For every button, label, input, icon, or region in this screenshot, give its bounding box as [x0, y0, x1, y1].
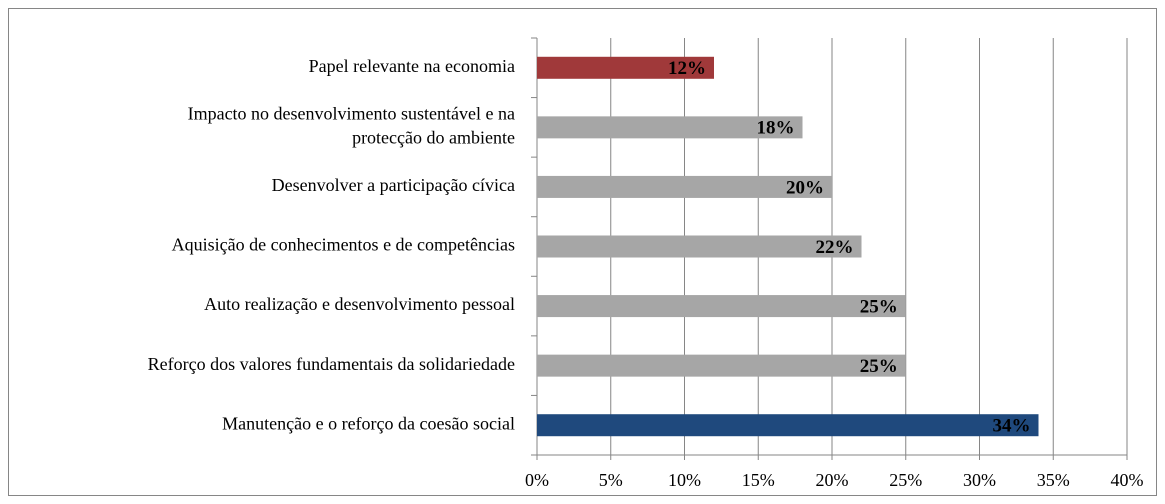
y-tick-label: Reforço dos valores fundamentais da soli… [148, 354, 515, 374]
bar [537, 354, 906, 377]
bar [537, 116, 803, 139]
value-label: 22% [816, 237, 854, 258]
value-label: 25% [860, 356, 898, 377]
value-label: 12% [668, 58, 706, 79]
x-tick-label: 0% [525, 470, 549, 490]
value-label: 25% [860, 296, 898, 317]
x-tick-label: 30% [963, 470, 996, 490]
value-label: 34% [993, 416, 1031, 437]
bar [537, 295, 906, 318]
bar [537, 235, 862, 258]
x-tick-label: 20% [816, 470, 849, 490]
x-tick-label: 5% [599, 470, 623, 490]
y-tick-label: Aquisição de conhecimentos e de competên… [172, 235, 515, 255]
bar [537, 414, 1039, 437]
value-label: 18% [757, 118, 795, 139]
bar [537, 56, 714, 79]
x-tick-label: 25% [889, 470, 922, 490]
x-tick-label: 15% [742, 470, 775, 490]
bar [537, 175, 832, 198]
x-tick-label: 40% [1111, 470, 1144, 490]
y-tick-label: Papel relevante na economia [309, 56, 515, 76]
y-tick-label: Desenvolver a participação cívica [272, 175, 515, 195]
y-tick-label: Manutenção e o reforço da coesão social [222, 413, 515, 433]
y-tick-label: Impacto no desenvolvimento sustentável e… [188, 103, 515, 147]
x-tick-label: 10% [668, 470, 701, 490]
y-tick-label: Auto realização e desenvolvimento pessoa… [204, 294, 515, 314]
x-tick-label: 35% [1037, 470, 1070, 490]
value-label: 20% [786, 177, 824, 198]
